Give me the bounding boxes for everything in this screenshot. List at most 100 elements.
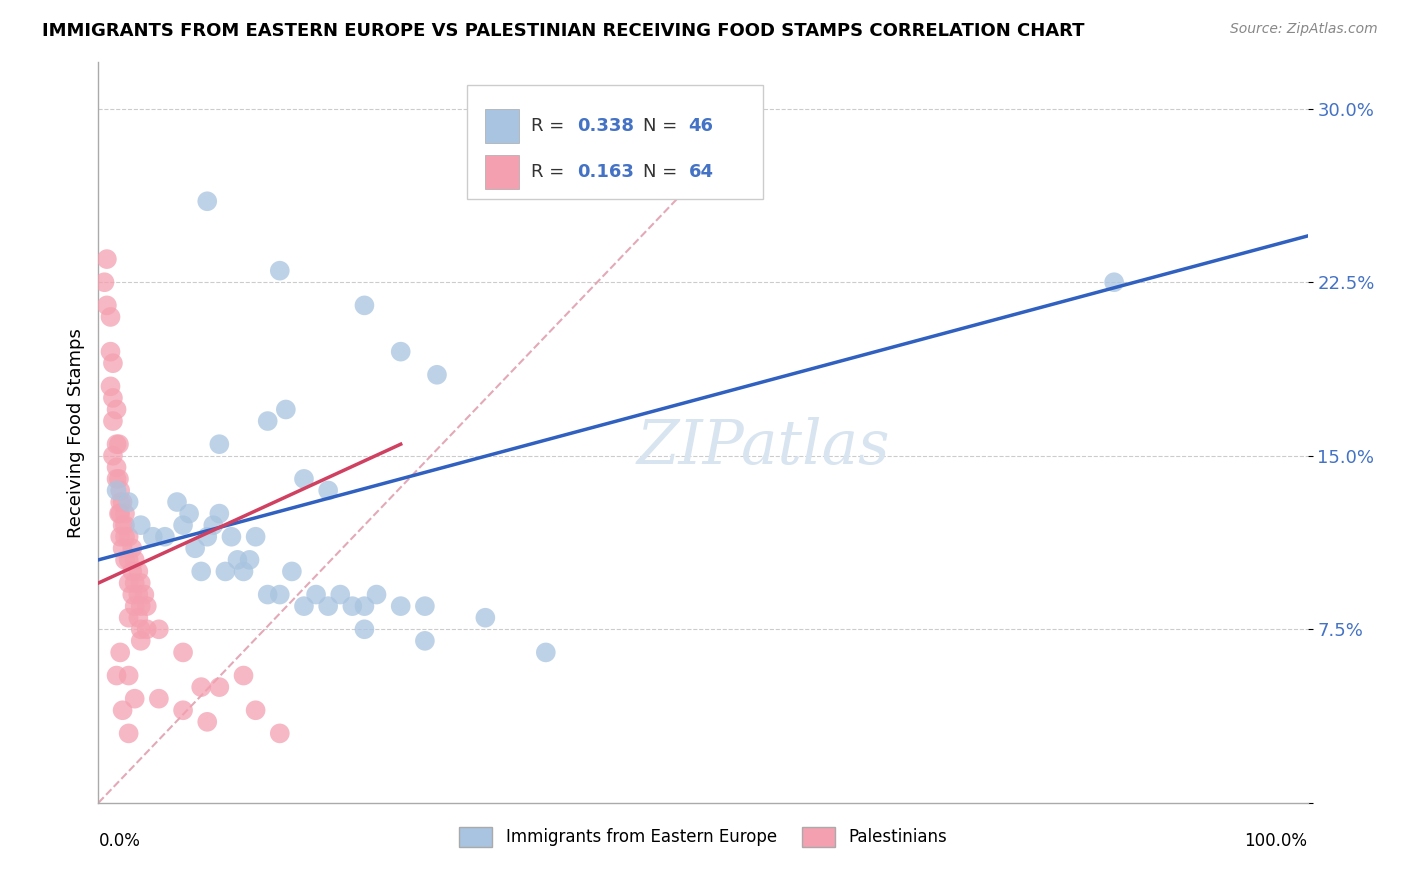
Point [239,553,262,567]
Point [111,495,134,509]
Point [413,599,436,614]
Point [184,541,207,556]
Point [153,530,176,544]
Point [101,449,124,463]
Point [129,622,152,636]
Point [208,437,231,451]
Point [101,356,124,370]
Point [100,379,122,393]
Point [292,599,315,614]
Point [172,518,194,533]
Point [142,530,165,544]
Point [269,263,291,277]
Point [214,565,236,579]
Point [269,588,291,602]
Point [105,668,128,682]
Text: Source: ZipAtlas.com: Source: ZipAtlas.com [1230,22,1378,37]
Point [129,633,152,648]
Point [124,599,146,614]
Point [353,622,375,636]
Point [292,472,315,486]
Point [316,483,339,498]
Point [105,472,128,486]
Point [1102,275,1125,289]
Point [474,610,496,624]
Text: R =: R = [531,163,571,181]
Point [208,680,231,694]
FancyBboxPatch shape [467,85,763,200]
Point [101,414,124,428]
Point [316,599,339,614]
Point [121,541,143,556]
Point [129,576,152,591]
Point [342,599,364,614]
Point [108,530,131,544]
Point [232,668,254,682]
Text: N =: N = [643,163,682,181]
Point [118,495,141,509]
Point [202,518,225,533]
Point [195,530,218,544]
Text: 0.0%: 0.0% [98,832,141,850]
Point [121,588,143,602]
Point [195,194,218,209]
Point [108,507,131,521]
Point [426,368,449,382]
Point [118,610,141,624]
Point [256,414,278,428]
Point [111,541,134,556]
Point [111,518,134,533]
Point [108,483,131,498]
Point [96,252,118,266]
Point [208,507,231,521]
Point [221,530,243,544]
Point [127,588,149,602]
Point [101,391,124,405]
Point [100,344,122,359]
Point [226,553,249,567]
Point [108,472,131,486]
Point [166,495,188,509]
Point [118,668,141,682]
Point [105,483,128,498]
Point [305,588,328,602]
Point [269,726,291,740]
Text: N =: N = [643,117,682,135]
Point [108,495,131,509]
Point [108,507,131,521]
Point [105,460,128,475]
Point [366,588,388,602]
FancyBboxPatch shape [485,155,519,189]
Text: IMMIGRANTS FROM EASTERN EUROPE VS PALESTINIAN RECEIVING FOOD STAMPS CORRELATION : IMMIGRANTS FROM EASTERN EUROPE VS PALEST… [42,22,1084,40]
Point [100,310,122,324]
Point [389,599,412,614]
Point [124,553,146,567]
Point [124,576,146,591]
Point [135,599,157,614]
Point [179,507,201,521]
Text: 46: 46 [689,117,713,135]
Point [274,402,297,417]
Y-axis label: Receiving Food Stamps: Receiving Food Stamps [66,327,84,538]
Point [281,565,304,579]
Text: 0.163: 0.163 [578,163,634,181]
Point [124,691,146,706]
Point [353,298,375,312]
Point [245,530,267,544]
Point [172,645,194,659]
Point [232,565,254,579]
Point [245,703,267,717]
Point [105,402,128,417]
Point [148,622,170,636]
Point [135,622,157,636]
Point [114,518,136,533]
Point [389,344,412,359]
Point [172,703,194,717]
Point [413,633,436,648]
Point [127,610,149,624]
Point [111,703,134,717]
Point [134,588,156,602]
Text: 64: 64 [689,163,713,181]
Point [118,553,141,567]
Point [190,680,212,694]
